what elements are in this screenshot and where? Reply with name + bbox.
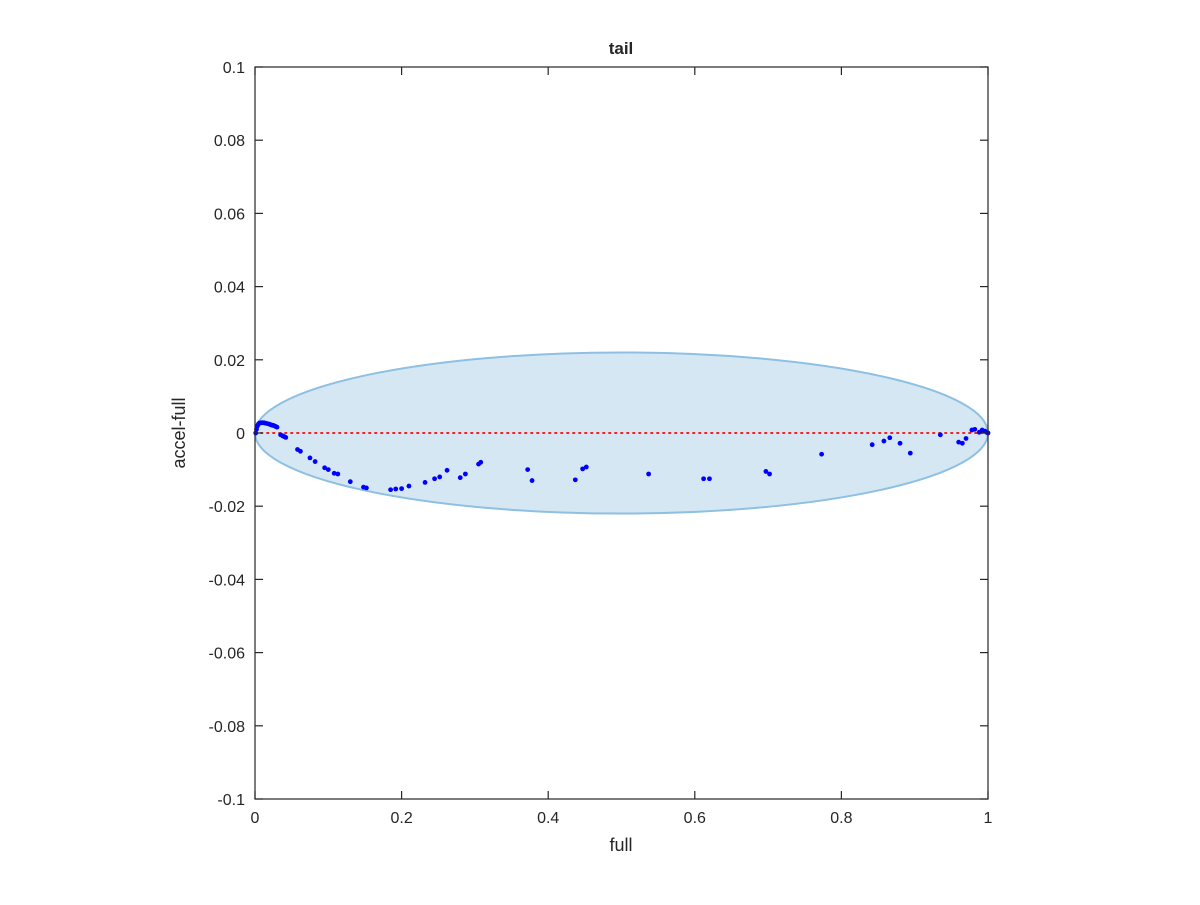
x-tick-label: 0.2 [390,810,412,827]
y-tick-label: 0.1 [223,60,245,77]
data-point [907,450,913,456]
data-point [312,459,318,464]
data-point [580,466,586,472]
data-point [347,479,353,485]
data-point [478,459,484,465]
x-tick-label: 0 [251,810,260,827]
x-axis-title: full [609,835,632,855]
y-tick-label: -0.04 [209,572,246,589]
data-point [707,476,712,482]
x-tick-label: 0.6 [684,810,706,827]
data-point [393,486,399,492]
data-point [937,432,943,438]
data-point [701,476,706,482]
y-tick-label: -0.06 [209,646,246,663]
y-tick-label: 0 [236,426,245,443]
data-point [963,436,969,441]
data-point [335,471,341,477]
ticks-layer: 0 0.2 0.4 0.6 0.8 1 -0.1 -0.08 -0.06 -0.04 -0.02 0 0… [209,60,993,827]
data-point [406,483,412,489]
y-tick-label: -0.02 [209,499,246,516]
data-point [307,455,313,461]
data-point [325,467,331,472]
data-point [897,440,903,446]
data-point [972,426,978,432]
data-point [422,480,428,485]
data-point [767,471,772,477]
data-point [444,467,450,473]
data-point [529,478,535,483]
x-tick-label: 1 [984,810,993,827]
y-tick-label: 0.08 [214,133,245,150]
data-point [331,470,337,476]
data-point [881,438,887,444]
data-point [283,434,289,440]
chart-title: tail [609,39,634,58]
y-tick-label: 0.02 [214,353,245,370]
y-tick-label: 0.04 [214,280,245,297]
data-point [763,469,769,474]
data-point [869,442,875,448]
data-point [457,475,463,481]
points-layer [253,420,991,493]
data-point [432,476,437,482]
y-tick-label: 0.06 [214,206,245,223]
data-point [322,465,328,471]
data-point [583,464,589,470]
data-point [298,448,303,454]
data-point [572,477,578,483]
data-point [956,439,962,445]
data-point [388,487,394,493]
y-tick-label: -0.08 [209,719,246,736]
y-axis-title: accel-full [169,397,189,468]
data-point [437,474,443,480]
data-point [364,485,369,491]
data-point [959,440,965,446]
x-tick-label: 0.8 [830,810,852,827]
y-tick-label: -0.1 [217,792,245,809]
data-point [819,451,825,457]
data-point [646,471,652,477]
data-point [274,424,280,430]
x-tick-label: 0.4 [537,810,559,827]
data-point [399,486,404,492]
data-point [887,435,893,441]
data-point [525,467,531,472]
data-point [462,471,468,477]
